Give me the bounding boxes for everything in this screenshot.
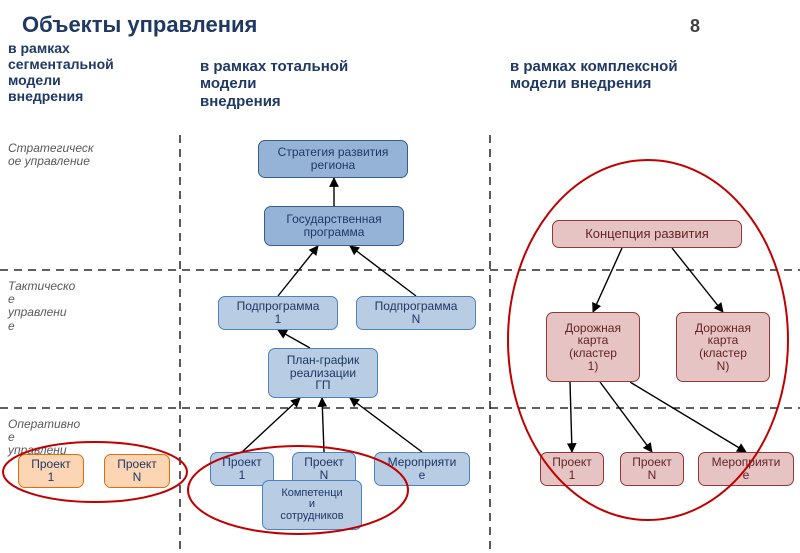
node-sprojN: Проект N bbox=[104, 454, 170, 488]
page-number: 8 bbox=[690, 16, 700, 37]
row-label-oper: Оперативно е управлени bbox=[8, 418, 80, 458]
node-komp: Компетенци и сотрудников bbox=[262, 480, 362, 530]
node-kmer: Мероприяти е bbox=[698, 452, 794, 486]
node-sub1: Подпрограмма 1 bbox=[218, 296, 338, 330]
node-concept: Концепция развития bbox=[552, 220, 742, 248]
row-label-strat: Стратегическ ое управление bbox=[8, 142, 94, 168]
row-label-takt: Тактическо е управлени е bbox=[8, 280, 75, 333]
node-tmer: Мероприяти е bbox=[374, 452, 470, 486]
node-strategy: Стратегия развития региона bbox=[258, 140, 408, 178]
diagram-canvas: Объекты управления 8 Стратегия развития … bbox=[0, 0, 800, 553]
node-kproj1: Проект 1 bbox=[540, 452, 604, 486]
column-header-seg: в рамках сегментальной модели внедрения bbox=[8, 40, 168, 104]
column-header-kom: в рамках комплексной модели внедрения bbox=[510, 58, 780, 93]
page-title: Объекты управления bbox=[22, 12, 257, 38]
node-kprojN: Проект N bbox=[620, 452, 684, 486]
node-sproj1: Проект 1 bbox=[18, 454, 84, 488]
node-roadN: Дорожная карта (кластер N) bbox=[676, 312, 770, 382]
column-header-tot: в рамках тотальной модели внедрения bbox=[200, 58, 420, 110]
node-road1: Дорожная карта (кластер 1) bbox=[546, 312, 640, 382]
node-gosprog: Государственная программа bbox=[264, 206, 404, 246]
node-plan: План-график реализации ГП bbox=[268, 348, 378, 398]
node-subN: Подпрограмма N bbox=[356, 296, 476, 330]
